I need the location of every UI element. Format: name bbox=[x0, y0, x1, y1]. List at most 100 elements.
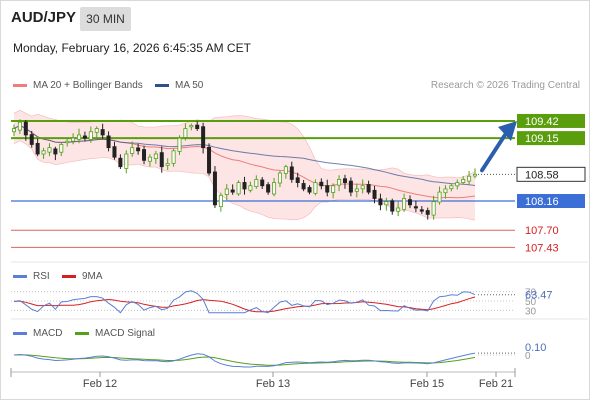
timestamp: Monday, February 16, 2026 6:45:35 AM CET bbox=[13, 41, 251, 55]
legend-swatch-ma50 bbox=[155, 83, 169, 87]
candles bbox=[11, 119, 477, 220]
candle-body-22 bbox=[142, 149, 147, 161]
candle-body-45 bbox=[277, 172, 282, 184]
candle-body-61 bbox=[372, 189, 377, 199]
resistance-box-0 bbox=[517, 113, 585, 128]
candle-body-53 bbox=[325, 185, 330, 193]
candle-body-23 bbox=[147, 156, 152, 162]
legend-bollinger: MA 20 + Bollinger Bands bbox=[13, 80, 143, 92]
time-tick-label-1: Feb 13 bbox=[256, 378, 290, 390]
candle-body-44 bbox=[272, 182, 277, 195]
candle-body-34 bbox=[212, 171, 217, 206]
resistance-box-1 bbox=[517, 131, 585, 146]
candle-body-69 bbox=[419, 209, 424, 212]
candle-body-63 bbox=[384, 201, 389, 206]
candle-body-68 bbox=[413, 206, 418, 209]
candle-body-27 bbox=[171, 150, 176, 164]
legend-label-bollinger: MA 20 + Bollinger Bands bbox=[33, 80, 143, 91]
legend-macd-signal: MACD Signal bbox=[75, 328, 155, 340]
candle-body-18 bbox=[118, 157, 123, 168]
candle-body-54 bbox=[331, 185, 336, 193]
legend-swatch-macd-signal bbox=[75, 331, 89, 335]
time-axis: Feb 12 Feb 13 Feb 15 Feb 21 bbox=[10, 368, 516, 390]
candle-body-74 bbox=[449, 185, 454, 190]
candle-body-58 bbox=[354, 188, 359, 192]
candle-body-13 bbox=[88, 131, 93, 140]
candle-body-16 bbox=[106, 135, 111, 149]
candle-body-62 bbox=[378, 198, 383, 206]
candle-body-0 bbox=[11, 128, 16, 133]
candle-body-40 bbox=[248, 185, 253, 191]
candle-body-70 bbox=[425, 210, 430, 215]
resistance-label-1: 109.15 bbox=[525, 133, 559, 145]
candle-body-37 bbox=[230, 189, 235, 193]
forecast-arrow-head bbox=[498, 121, 517, 141]
candle-body-26 bbox=[165, 163, 170, 166]
currency-pair-title: AUD/JPY bbox=[11, 9, 77, 26]
candle-body-36 bbox=[224, 188, 229, 195]
candle-body-35 bbox=[218, 194, 223, 208]
legend-swatch-bollinger bbox=[13, 83, 27, 87]
time-tick-label-2: Feb 15 bbox=[410, 378, 444, 390]
candle-body-50 bbox=[307, 187, 312, 193]
time-tick-label-0: Feb 12 bbox=[83, 378, 117, 390]
macd-zero-label: 0 bbox=[525, 351, 531, 362]
candle-body-28 bbox=[177, 137, 182, 152]
candle-body-2 bbox=[23, 121, 28, 136]
candle-body-6 bbox=[47, 147, 52, 153]
pivot-box bbox=[517, 194, 585, 209]
candle-body-78 bbox=[472, 173, 477, 177]
candle-body-57 bbox=[348, 180, 353, 193]
current-price-label: 108.58 bbox=[525, 169, 559, 181]
candle-body-39 bbox=[242, 182, 247, 190]
candle-body-51 bbox=[313, 182, 318, 194]
candle-body-31 bbox=[195, 124, 200, 129]
rsi-level-label-70: 70 bbox=[525, 288, 537, 299]
candle-body-56 bbox=[342, 178, 347, 183]
pivot-label: 108.16 bbox=[525, 196, 559, 208]
candle-body-20 bbox=[130, 147, 135, 154]
rsi-level-label-50: 50 bbox=[525, 297, 537, 308]
legend-swatch-rsi bbox=[13, 274, 27, 278]
legend-swatch-9ma bbox=[62, 274, 76, 278]
candle-body-65 bbox=[396, 207, 401, 212]
rsi-line bbox=[13, 290, 476, 314]
candle-body-1 bbox=[17, 121, 22, 131]
candle-body-67 bbox=[407, 199, 412, 206]
candle-body-19 bbox=[124, 153, 129, 169]
candle-body-21 bbox=[136, 147, 141, 152]
current-price-box bbox=[516, 166, 586, 182]
candle-body-59 bbox=[360, 185, 365, 190]
candle-body-38 bbox=[236, 182, 241, 195]
candle-body-8 bbox=[59, 144, 64, 153]
resistance-label-0: 109.42 bbox=[525, 116, 559, 128]
macd-signal-line bbox=[13, 354, 476, 366]
candle-body-5 bbox=[41, 150, 46, 155]
candle-body-32 bbox=[201, 126, 206, 149]
rsi-current-label: 63.47 bbox=[525, 290, 553, 302]
candle-body-12 bbox=[82, 135, 87, 139]
candle-body-49 bbox=[301, 183, 306, 190]
credit-text: Research © 2026 Trading Central bbox=[430, 80, 580, 91]
candle-body-24 bbox=[153, 153, 158, 159]
bollinger-upper-line bbox=[13, 109, 476, 179]
legend-label-9ma: 9MA bbox=[82, 271, 103, 282]
candle-body-17 bbox=[112, 146, 117, 158]
candle-body-64 bbox=[390, 200, 395, 212]
legend-swatch-macd bbox=[13, 331, 27, 335]
candle-body-15 bbox=[100, 129, 105, 136]
legend-label-macd-signal: MACD Signal bbox=[95, 328, 156, 339]
timeframe-button[interactable]: 30 MIN bbox=[80, 7, 131, 31]
candle-body-73 bbox=[443, 188, 448, 194]
price-panel: 109.42 109.15 108.58 108.16 107.70 107.43 bbox=[11, 109, 586, 254]
candle-body-76 bbox=[461, 179, 466, 183]
candle-body-66 bbox=[402, 198, 407, 210]
rsi-level-label-30: 30 bbox=[525, 306, 537, 317]
candle-body-43 bbox=[266, 184, 271, 193]
forecast-arrow-shaft bbox=[480, 132, 507, 173]
candle-body-75 bbox=[455, 182, 460, 187]
candle-body-55 bbox=[337, 179, 342, 186]
candle-body-14 bbox=[94, 128, 99, 133]
